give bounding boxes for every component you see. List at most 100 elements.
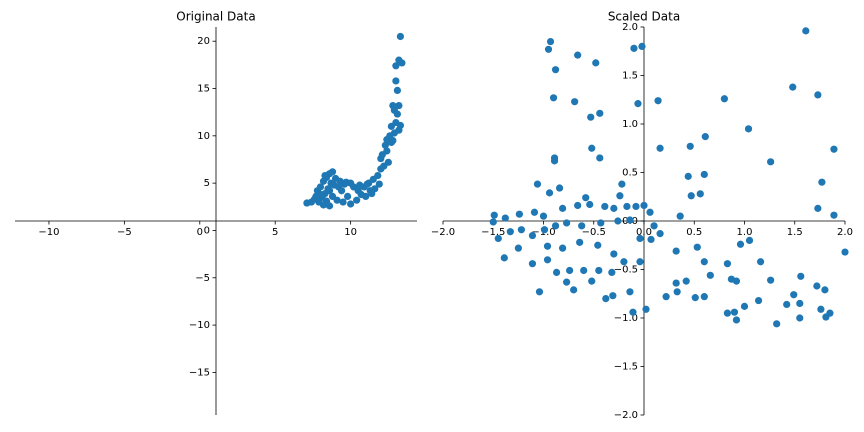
point	[312, 192, 320, 200]
point	[701, 133, 709, 141]
point	[797, 272, 805, 280]
point	[316, 183, 325, 191]
point	[614, 217, 622, 225]
point	[687, 192, 695, 200]
point	[841, 248, 849, 256]
point	[500, 254, 508, 262]
y-tick-label: 5	[204, 178, 210, 189]
x-tick-label: −0.5	[582, 227, 606, 238]
point	[682, 277, 690, 285]
point	[563, 219, 571, 227]
point	[634, 100, 642, 108]
point	[676, 212, 684, 220]
point	[818, 178, 826, 186]
x-tick-label: −2.0	[431, 227, 455, 238]
point	[494, 234, 502, 243]
point	[756, 258, 765, 266]
point	[686, 142, 694, 150]
point	[545, 189, 554, 197]
y-tick-label: −1.0	[614, 313, 638, 324]
point	[814, 204, 822, 212]
point	[601, 202, 609, 211]
point	[654, 97, 662, 105]
point	[582, 194, 590, 202]
x-tick-label: 0.5	[686, 227, 702, 238]
point	[626, 288, 634, 296]
point	[328, 168, 337, 176]
point	[393, 86, 401, 95]
point	[552, 268, 561, 277]
point	[672, 279, 680, 287]
point	[383, 147, 391, 155]
point	[706, 271, 714, 279]
point	[830, 211, 838, 219]
x-tick-label: −1.5	[481, 227, 505, 238]
point	[767, 276, 775, 284]
point	[563, 278, 571, 286]
point	[543, 242, 552, 250]
point	[623, 202, 631, 211]
point	[720, 95, 729, 103]
point	[566, 266, 574, 275]
point	[501, 214, 509, 222]
point	[374, 171, 382, 180]
point	[822, 313, 830, 321]
point	[640, 201, 648, 210]
point	[595, 266, 603, 275]
point	[691, 294, 699, 302]
point	[506, 228, 514, 236]
x-tick-label: −10	[38, 227, 59, 238]
y-tick-label: −0.5	[614, 265, 638, 276]
point	[339, 198, 347, 206]
point	[558, 204, 567, 212]
y-tick-label: 10	[197, 131, 210, 142]
point	[740, 302, 749, 310]
point	[368, 189, 376, 198]
point	[609, 292, 617, 300]
point	[344, 192, 352, 200]
point	[337, 187, 346, 195]
point	[555, 184, 564, 192]
point	[684, 172, 692, 180]
point	[571, 98, 579, 106]
point	[723, 309, 732, 317]
point	[700, 170, 708, 179]
point	[814, 91, 822, 99]
chart-title: Scaled Data	[608, 10, 680, 24]
x-tick-label: 1.5	[787, 227, 803, 238]
point	[632, 202, 640, 211]
point	[558, 244, 567, 252]
point	[796, 299, 804, 308]
point	[342, 178, 350, 186]
point	[592, 59, 600, 67]
point	[802, 27, 810, 35]
x-tick-label: 5	[272, 227, 278, 238]
point	[813, 282, 821, 290]
point	[393, 110, 401, 118]
y-tick-label: −10	[189, 320, 210, 331]
point	[610, 204, 618, 212]
y-tick-label: −2.0	[614, 410, 638, 421]
point	[596, 109, 604, 117]
point	[656, 230, 664, 238]
point	[618, 180, 626, 188]
point	[693, 243, 701, 251]
x-tick-label: 0.0	[636, 227, 652, 238]
point	[384, 158, 392, 166]
point	[574, 201, 582, 210]
y-tick-label: 2.0	[622, 22, 638, 33]
point	[616, 192, 624, 200]
point	[754, 296, 763, 305]
point	[535, 288, 544, 296]
point	[730, 308, 739, 316]
point	[732, 316, 741, 324]
point	[700, 293, 708, 301]
point	[570, 286, 578, 294]
point	[533, 180, 542, 188]
x-tick-label: −5	[117, 227, 132, 238]
point	[656, 144, 664, 152]
point	[514, 244, 522, 252]
point	[551, 222, 560, 230]
point	[594, 241, 602, 249]
